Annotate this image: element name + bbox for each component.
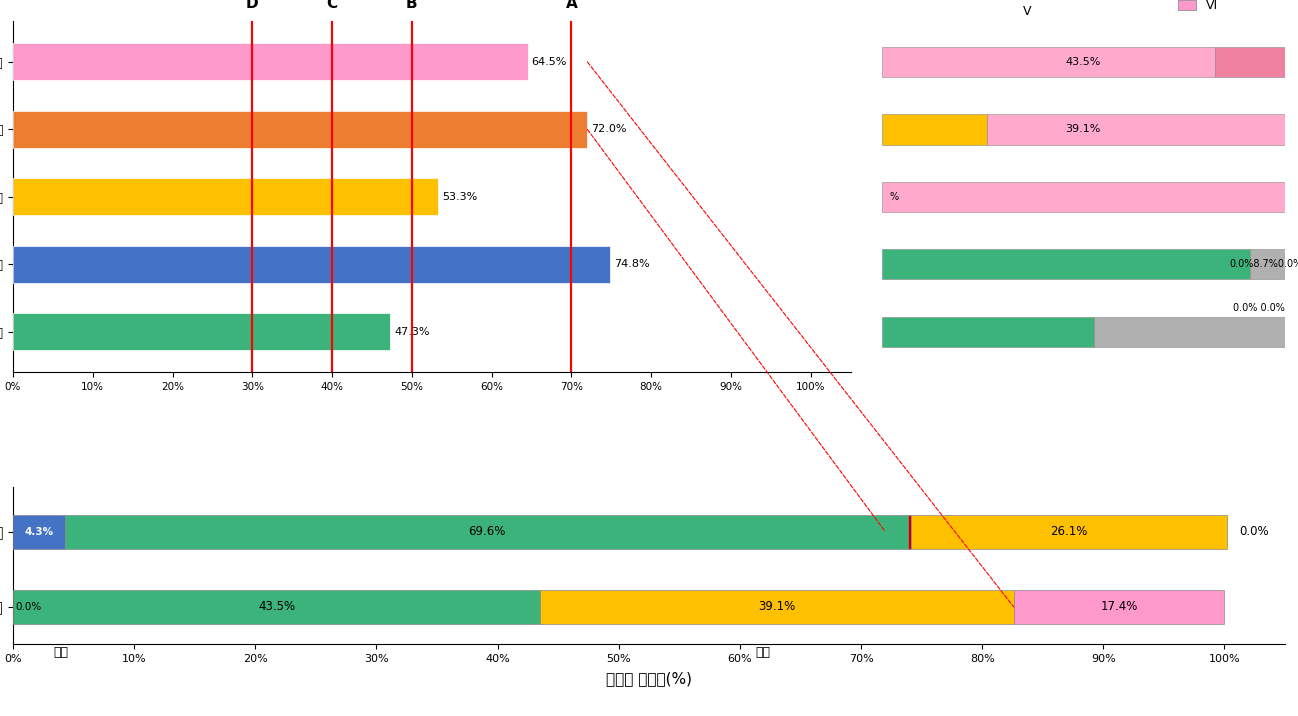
- Bar: [13, 515, 65, 548]
- Text: 0.0% 0.0%: 0.0% 0.0%: [1233, 303, 1285, 313]
- Bar: [986, 115, 1285, 145]
- Bar: [881, 115, 986, 145]
- Text: A: A: [566, 0, 578, 11]
- Bar: [65, 515, 909, 548]
- Legend: V, VI, D: V, VI, D: [1172, 0, 1286, 17]
- Text: V: V: [1023, 5, 1032, 18]
- Text: 53.3%: 53.3%: [443, 192, 478, 202]
- Text: 0.0%: 0.0%: [16, 602, 42, 612]
- Text: %: %: [889, 192, 900, 202]
- Text: C: C: [327, 0, 337, 11]
- Bar: [13, 178, 439, 216]
- Text: 64.5%: 64.5%: [532, 57, 567, 67]
- Text: 69.6%: 69.6%: [469, 525, 505, 538]
- Text: 26.1%: 26.1%: [1050, 525, 1088, 538]
- Text: 낮음: 낮음: [53, 646, 69, 659]
- Bar: [881, 249, 1250, 279]
- Bar: [13, 313, 391, 350]
- Text: 0.0%8.7%0.0%: 0.0%8.7%0.0%: [1229, 259, 1298, 269]
- Text: 43.5%: 43.5%: [258, 600, 295, 614]
- Bar: [13, 111, 588, 148]
- Bar: [1250, 249, 1285, 279]
- Text: 건강성: 건강성: [401, 589, 423, 603]
- Bar: [881, 47, 1215, 77]
- Bar: [1014, 590, 1224, 624]
- Text: 높음: 높음: [755, 646, 771, 659]
- X-axis label: 등급별 구간수(%): 등급별 구간수(%): [606, 671, 692, 686]
- Text: 4.3%: 4.3%: [25, 527, 53, 537]
- Text: 47.3%: 47.3%: [395, 326, 430, 337]
- Bar: [909, 515, 911, 548]
- Text: 17.4%: 17.4%: [1101, 600, 1138, 614]
- Bar: [13, 590, 540, 624]
- Bar: [1215, 47, 1285, 77]
- Bar: [13, 246, 610, 283]
- Text: 39.1%: 39.1%: [758, 600, 796, 614]
- Text: 43.5%: 43.5%: [1066, 57, 1101, 67]
- Text: D: D: [247, 0, 258, 11]
- Text: 0.0%: 0.0%: [1240, 525, 1268, 538]
- Bar: [1094, 316, 1285, 347]
- Bar: [881, 316, 1094, 347]
- Bar: [911, 515, 1227, 548]
- Text: 39.1%: 39.1%: [1066, 125, 1101, 135]
- Text: 74.8%: 74.8%: [614, 259, 649, 269]
- Bar: [13, 44, 527, 80]
- Text: B: B: [406, 0, 418, 11]
- Bar: [881, 182, 1285, 212]
- Bar: [540, 590, 1014, 624]
- Text: 72.0%: 72.0%: [592, 125, 627, 135]
